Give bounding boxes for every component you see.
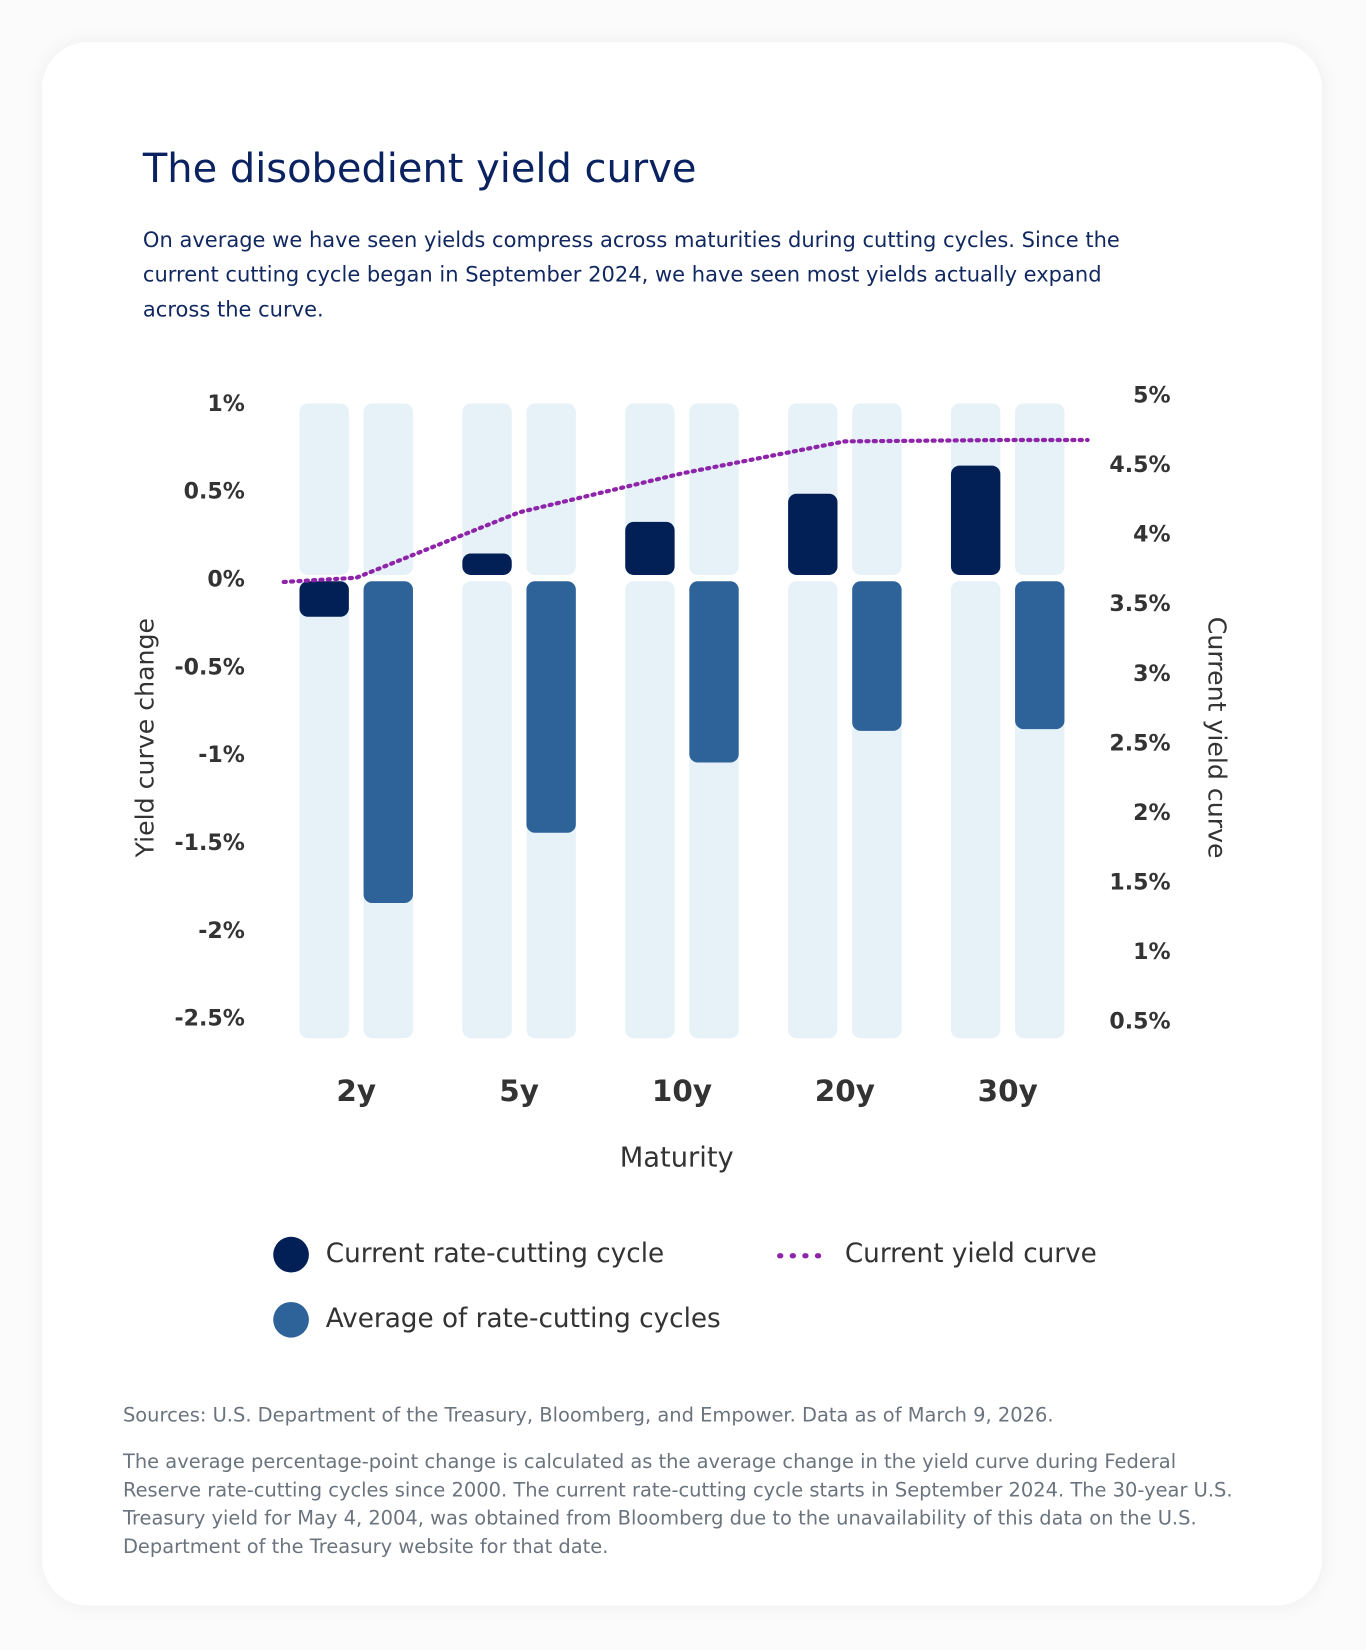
category-label: 5y (499, 1074, 539, 1108)
right-axis-title: Current yield curve (1202, 617, 1231, 859)
bar-track (299, 581, 349, 1039)
bar-average-cycles (363, 581, 413, 904)
bar-average-cycles (526, 581, 576, 833)
legend-average-cycles: Average of rate-cutting cycles (325, 1302, 721, 1334)
sources-note: Sources: U.S. Department of the Treasury… (122, 1404, 1054, 1427)
right-tick-label: 1% (1133, 940, 1170, 965)
right-tick-label: 3% (1133, 662, 1170, 687)
left-axis-title: Yield curve change (130, 618, 159, 858)
left-tick-label: -2% (198, 919, 245, 944)
bar-current-cycle (299, 581, 349, 617)
legend-yield-curve: Current yield curve (844, 1237, 1097, 1269)
right-tick-label: 2% (1133, 801, 1170, 826)
category-label: 20y (815, 1074, 875, 1108)
left-tick-label: 0% (207, 567, 244, 592)
left-tick-label: 0.5% (184, 480, 245, 505)
category-label: 2y (336, 1074, 376, 1108)
methodology-note: The average percentage-point change is c… (122, 1451, 1233, 1559)
right-tick-label: 5% (1133, 383, 1170, 408)
chart-card (42, 42, 1322, 1606)
right-tick-label: 0.5% (1109, 1010, 1170, 1035)
left-tick-label: -1% (198, 743, 245, 768)
bar-average-cycles (852, 581, 902, 731)
bar-current-cycle (625, 521, 675, 575)
bar-track (462, 581, 512, 1039)
chart-title: The disobedient yield curve (142, 145, 697, 192)
legend-average-cycles-swatch (273, 1301, 309, 1338)
bar-current-cycle (950, 465, 1001, 575)
bar-current-cycle (462, 553, 512, 575)
bar-average-cycles (1015, 581, 1065, 730)
category-label: 30y (978, 1074, 1038, 1108)
left-tick-label: 1% (207, 392, 244, 417)
bar-track (950, 581, 1001, 1039)
bar-track (788, 581, 838, 1039)
bar-track (625, 581, 675, 1039)
bar-track (526, 403, 576, 575)
bar-track (462, 403, 512, 575)
x-axis-title: Maturity (620, 1142, 734, 1173)
right-tick-label: 3.5% (1109, 592, 1170, 617)
right-tick-label: 4.5% (1109, 453, 1170, 478)
bar-average-cycles (689, 581, 739, 763)
chart-description: On average we have seen yields compress … (142, 226, 1120, 322)
left-tick-label: -1.5% (175, 831, 245, 856)
bar-track (363, 403, 413, 575)
category-label: 10y (652, 1074, 712, 1108)
right-tick-label: 4% (1133, 523, 1170, 548)
legend-current-cycle: Current rate-cutting cycle (325, 1237, 665, 1269)
bar-track (1015, 403, 1065, 575)
bar-current-cycle (788, 493, 838, 575)
legend-current-cycle-swatch (273, 1236, 309, 1273)
left-tick-label: -2.5% (175, 1007, 245, 1032)
yield-curve-line (281, 437, 1090, 585)
bar-track (689, 403, 739, 575)
right-tick-label: 2.5% (1109, 731, 1170, 756)
bar-track (852, 403, 902, 575)
left-tick-label: -0.5% (175, 655, 245, 680)
bar-track (299, 403, 349, 575)
right-tick-label: 1.5% (1109, 871, 1170, 896)
